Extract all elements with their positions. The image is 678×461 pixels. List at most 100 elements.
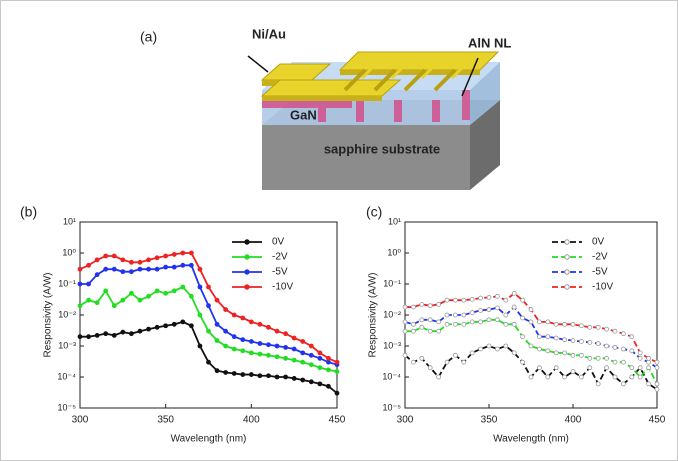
legend-marker	[244, 269, 250, 275]
data-point	[231, 371, 237, 376]
x-tick-label: 400	[565, 415, 582, 426]
data-point	[94, 257, 100, 263]
data-point	[77, 334, 83, 340]
data-point	[111, 332, 117, 338]
data-point	[231, 346, 237, 352]
data-point	[94, 272, 100, 278]
data-point	[419, 317, 425, 323]
data-point	[579, 352, 584, 358]
data-point	[137, 297, 143, 303]
data-point	[214, 368, 220, 374]
y-tick-label: 10⁻⁴	[57, 371, 76, 381]
legend-label: -5V	[592, 267, 608, 278]
data-point	[120, 257, 126, 263]
data-point	[629, 374, 635, 380]
data-point	[469, 350, 475, 356]
data-point	[452, 352, 458, 358]
data-point	[646, 355, 651, 361]
data-point	[188, 323, 194, 329]
x-axis-label: Wavelength (nm)	[493, 434, 569, 445]
data-point	[604, 343, 609, 349]
data-point	[146, 326, 151, 332]
data-point	[410, 328, 416, 334]
data-point	[646, 365, 651, 371]
x-tick-label: 350	[157, 415, 174, 426]
substrate-side	[470, 100, 500, 190]
data-point	[637, 365, 643, 371]
data-point	[637, 374, 643, 380]
data-point	[503, 321, 509, 327]
data-point	[436, 301, 442, 307]
data-point	[570, 321, 576, 327]
data-point	[111, 266, 117, 272]
data-point	[308, 379, 314, 385]
y-axis-label: Responsivity (A/W)	[43, 272, 54, 357]
data-point	[511, 290, 517, 296]
y-tick-label: 10¹	[388, 216, 401, 226]
data-point	[621, 359, 626, 365]
data-point	[427, 317, 433, 323]
data-point	[146, 293, 151, 299]
data-point	[452, 297, 458, 303]
data-point	[248, 319, 254, 325]
material-label: GaN	[290, 107, 317, 122]
data-point	[646, 381, 651, 387]
data-point	[494, 305, 500, 311]
data-point	[545, 334, 551, 340]
data-point	[469, 319, 475, 325]
y-tick-label: 10⁻¹	[58, 278, 76, 288]
data-point	[111, 253, 117, 259]
data-point	[579, 374, 584, 380]
legend-label: 0V	[272, 237, 285, 248]
data-point	[163, 323, 169, 329]
data-point	[206, 359, 211, 365]
data-point	[120, 297, 126, 303]
legend-marker	[564, 269, 570, 275]
data-point	[545, 374, 551, 380]
data-point	[612, 359, 618, 365]
data-point	[283, 374, 289, 380]
legend-label: -2V	[272, 252, 288, 263]
data-point	[570, 352, 576, 358]
data-point	[621, 381, 626, 387]
data-point	[103, 266, 109, 272]
data-point	[308, 352, 314, 358]
chart: (b) 10¹ 10⁰ 10⁻¹ 10⁻² 10⁻³ 10⁻⁴ 10⁻⁵ 300 350 400 45…	[20, 204, 346, 445]
data-point	[188, 262, 194, 268]
data-point	[171, 252, 177, 257]
data-point	[427, 328, 433, 334]
data-point	[154, 266, 160, 272]
data-point	[419, 324, 425, 330]
data-point	[444, 312, 450, 318]
data-point	[486, 294, 492, 300]
data-point	[461, 321, 467, 327]
data-point	[188, 250, 194, 256]
data-point	[120, 269, 126, 275]
data-point	[283, 331, 289, 337]
data-point	[545, 348, 551, 354]
data-point	[494, 317, 500, 323]
data-point	[77, 303, 83, 309]
data-point	[545, 319, 551, 325]
data-point	[452, 312, 458, 318]
legend-label: -10V	[592, 282, 613, 293]
legend-label: -2V	[592, 252, 608, 263]
data-point	[206, 284, 211, 290]
data-point	[486, 343, 492, 349]
data-point	[128, 331, 134, 337]
data-point	[94, 300, 100, 306]
data-point	[231, 312, 237, 318]
data-point	[494, 346, 500, 352]
data-point	[300, 377, 306, 383]
data-point	[248, 339, 254, 344]
data-point	[520, 315, 525, 321]
data-point	[579, 339, 584, 344]
data-point	[419, 355, 425, 361]
data-point	[308, 343, 314, 349]
data-point	[214, 338, 220, 343]
data-point	[223, 343, 229, 349]
data-point	[604, 326, 609, 332]
data-point	[308, 362, 314, 368]
material-label: AlN NL	[468, 35, 511, 50]
data-point	[128, 259, 134, 265]
